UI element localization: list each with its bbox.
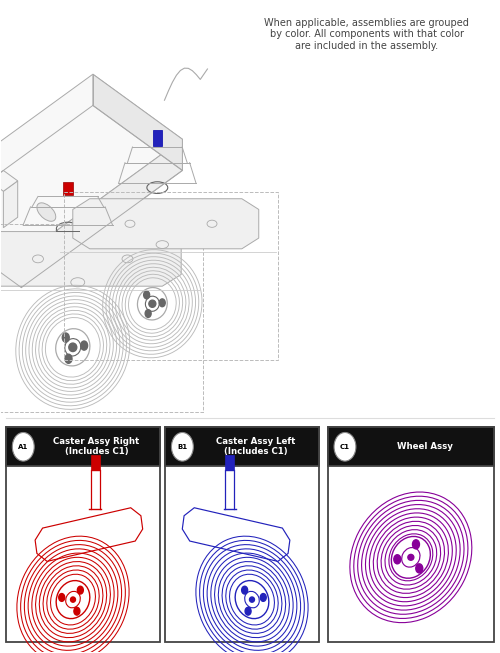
Text: Caster Assy Left
(Includes C1): Caster Assy Left (Includes C1) xyxy=(216,437,296,456)
Circle shape xyxy=(416,564,423,573)
Polygon shape xyxy=(93,74,182,170)
Circle shape xyxy=(172,432,194,461)
Circle shape xyxy=(260,594,266,601)
Bar xyxy=(225,455,234,470)
Polygon shape xyxy=(73,199,259,249)
Ellipse shape xyxy=(70,597,76,602)
Ellipse shape xyxy=(250,597,254,602)
Circle shape xyxy=(242,586,248,594)
Polygon shape xyxy=(0,232,181,286)
Bar xyxy=(91,455,100,470)
Circle shape xyxy=(145,310,151,317)
Circle shape xyxy=(58,594,64,601)
Ellipse shape xyxy=(69,343,77,351)
Polygon shape xyxy=(35,508,142,562)
Polygon shape xyxy=(0,74,182,256)
Bar xyxy=(6,427,160,466)
Bar xyxy=(166,427,318,466)
Bar xyxy=(0,224,203,412)
Ellipse shape xyxy=(37,203,56,221)
Circle shape xyxy=(65,354,72,363)
Text: Caster Assy Right
(Includes C1): Caster Assy Right (Includes C1) xyxy=(54,437,140,456)
Text: A1: A1 xyxy=(18,444,28,450)
Text: B1: B1 xyxy=(178,444,188,450)
Circle shape xyxy=(12,432,34,461)
Bar xyxy=(166,427,318,642)
Circle shape xyxy=(144,291,150,299)
Circle shape xyxy=(74,607,80,615)
Bar xyxy=(328,427,494,466)
Text: C1: C1 xyxy=(340,444,350,450)
Bar xyxy=(328,427,494,642)
Bar xyxy=(153,130,162,146)
Circle shape xyxy=(78,586,84,594)
Bar xyxy=(6,427,160,642)
Circle shape xyxy=(245,607,251,615)
Bar xyxy=(64,191,278,360)
Circle shape xyxy=(394,555,401,564)
Polygon shape xyxy=(182,508,290,562)
Circle shape xyxy=(160,299,165,307)
Text: Wheel Assy: Wheel Assy xyxy=(396,442,452,451)
Ellipse shape xyxy=(149,300,156,308)
Polygon shape xyxy=(22,139,182,287)
Circle shape xyxy=(62,333,69,342)
Text: When applicable, assemblies are grouped
by color. All components with that color: When applicable, assemblies are grouped … xyxy=(264,18,470,51)
Polygon shape xyxy=(4,181,18,228)
Ellipse shape xyxy=(408,554,414,560)
Polygon shape xyxy=(0,170,18,191)
Circle shape xyxy=(80,341,87,350)
Circle shape xyxy=(334,432,356,461)
Bar xyxy=(63,182,73,195)
Circle shape xyxy=(412,540,420,549)
